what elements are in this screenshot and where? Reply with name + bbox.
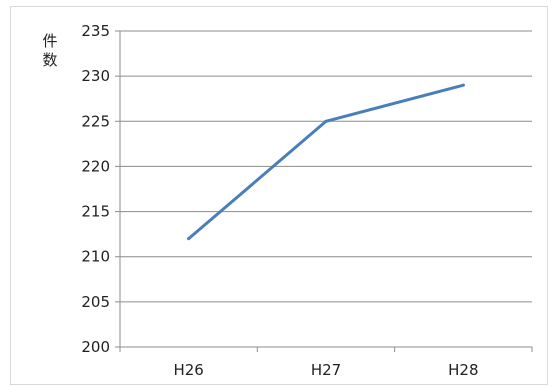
data-point-H28 <box>461 83 465 87</box>
y-tick-label-230: 230 <box>81 67 110 85</box>
x-tick-label-H26: H26 <box>173 361 203 379</box>
data-point-H27 <box>324 119 328 123</box>
x-tick-labels: H26 H27 H28 <box>173 361 478 379</box>
y-tick-label-215: 215 <box>81 203 110 221</box>
series-line-0 <box>187 83 465 241</box>
axes <box>115 30 533 352</box>
chart-frame <box>10 6 548 385</box>
y-tick-label-225: 225 <box>81 112 110 130</box>
x-tick-label-H27: H27 <box>311 361 341 379</box>
series <box>187 83 465 241</box>
y-tick-label-200: 200 <box>81 338 110 356</box>
y-tick-label-235: 235 <box>81 22 110 40</box>
y-tick-label-220: 220 <box>81 157 110 175</box>
y-axis-label: 件数 <box>42 32 57 69</box>
y-tick-label-210: 210 <box>81 248 110 266</box>
gridlines <box>120 30 532 303</box>
y-tick-labels: 200 205 210 215 220 225 230 235 <box>81 22 110 356</box>
x-tick-label-H28: H28 <box>448 361 478 379</box>
data-point-H26 <box>187 237 191 241</box>
y-tick-label-205: 205 <box>81 293 110 311</box>
